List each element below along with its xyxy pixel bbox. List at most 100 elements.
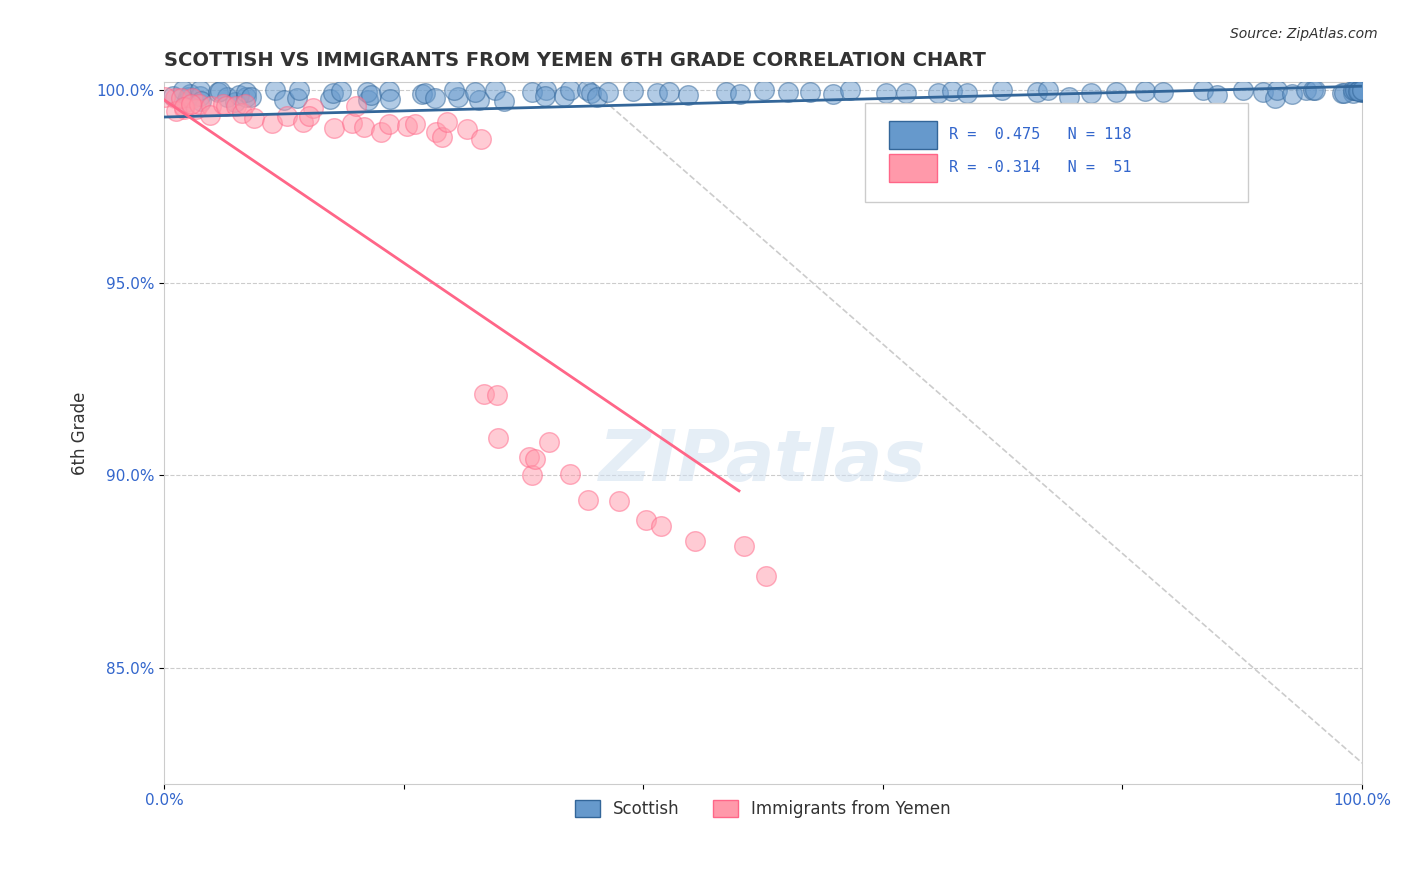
Point [1281, 87, 1303, 101]
Point [1351, 84, 1374, 98]
Point [1348, 84, 1371, 98]
Point [273, 93, 295, 107]
Point [353, 120, 375, 134]
Point [378, 92, 401, 106]
Point [730, 87, 752, 101]
Point [411, 87, 433, 102]
Point [177, 89, 200, 103]
Point [292, 114, 315, 128]
Point [1348, 83, 1371, 97]
Point [209, 84, 232, 98]
Point [330, 84, 353, 98]
Bar [889, 154, 936, 182]
Point [443, 83, 465, 97]
Point [470, 132, 492, 146]
Point [423, 91, 446, 105]
Point [1348, 83, 1371, 97]
Point [1350, 84, 1372, 98]
Point [1025, 85, 1047, 99]
Point [211, 97, 233, 112]
Point [586, 90, 609, 104]
Point [558, 467, 581, 482]
Point [1080, 86, 1102, 100]
Point [752, 83, 775, 97]
Point [1351, 83, 1374, 97]
Point [276, 109, 298, 123]
Point [645, 86, 668, 100]
Point [1348, 83, 1371, 97]
Point [1351, 83, 1374, 97]
Point [217, 90, 239, 104]
Point [188, 89, 211, 103]
Point [821, 87, 844, 102]
Point [162, 88, 184, 103]
Point [1192, 83, 1215, 97]
Point [1348, 83, 1371, 97]
Point [1133, 84, 1156, 98]
Point [494, 94, 516, 108]
Point [1351, 83, 1374, 97]
Point [173, 100, 195, 114]
Point [1351, 83, 1374, 97]
Point [1351, 83, 1374, 97]
Point [174, 95, 197, 110]
Point [778, 85, 800, 99]
Point [200, 108, 222, 122]
Point [207, 85, 229, 99]
Point [184, 103, 207, 117]
Point [1152, 85, 1174, 99]
Point [1351, 83, 1374, 97]
Point [436, 115, 458, 129]
Point [1351, 83, 1374, 97]
Point [318, 92, 340, 106]
Text: ZIPatlas: ZIPatlas [599, 426, 927, 496]
Point [301, 101, 323, 115]
Point [322, 121, 344, 136]
Point [447, 90, 470, 104]
Point [298, 109, 321, 123]
Point [1351, 83, 1374, 97]
Point [233, 97, 256, 112]
Point [650, 519, 672, 533]
Point [716, 85, 738, 99]
Point [172, 83, 194, 97]
Point [1305, 83, 1327, 97]
Point [260, 116, 283, 130]
Point [342, 116, 364, 130]
Point [799, 85, 821, 99]
Bar [889, 121, 936, 149]
Point [1343, 83, 1365, 97]
Point [576, 493, 599, 508]
Point [165, 91, 187, 105]
Point [1347, 83, 1369, 97]
Point [1344, 83, 1367, 97]
Point [425, 125, 447, 139]
Point [356, 86, 378, 100]
Point [579, 86, 602, 100]
Point [360, 87, 382, 102]
Point [1347, 83, 1369, 97]
Point [1264, 91, 1286, 105]
Point [153, 89, 176, 103]
Point [894, 86, 917, 100]
Point [1265, 83, 1288, 97]
Point [634, 512, 657, 526]
Point [1351, 85, 1374, 99]
Point [1038, 83, 1060, 97]
Point [456, 121, 478, 136]
Point [344, 99, 367, 113]
Point [413, 86, 436, 100]
Point [179, 87, 201, 101]
Point [486, 431, 509, 445]
Point [623, 84, 645, 98]
Text: SCOTTISH VS IMMIGRANTS FROM YEMEN 6TH GRADE CORRELATION CHART: SCOTTISH VS IMMIGRANTS FROM YEMEN 6TH GR… [165, 51, 986, 70]
Point [839, 83, 862, 97]
Point [991, 83, 1014, 97]
Point [235, 85, 257, 99]
Point [1330, 87, 1353, 101]
Point [464, 85, 486, 99]
Point [224, 95, 246, 110]
Point [1350, 84, 1372, 98]
Point [658, 85, 681, 99]
Point [467, 93, 489, 107]
